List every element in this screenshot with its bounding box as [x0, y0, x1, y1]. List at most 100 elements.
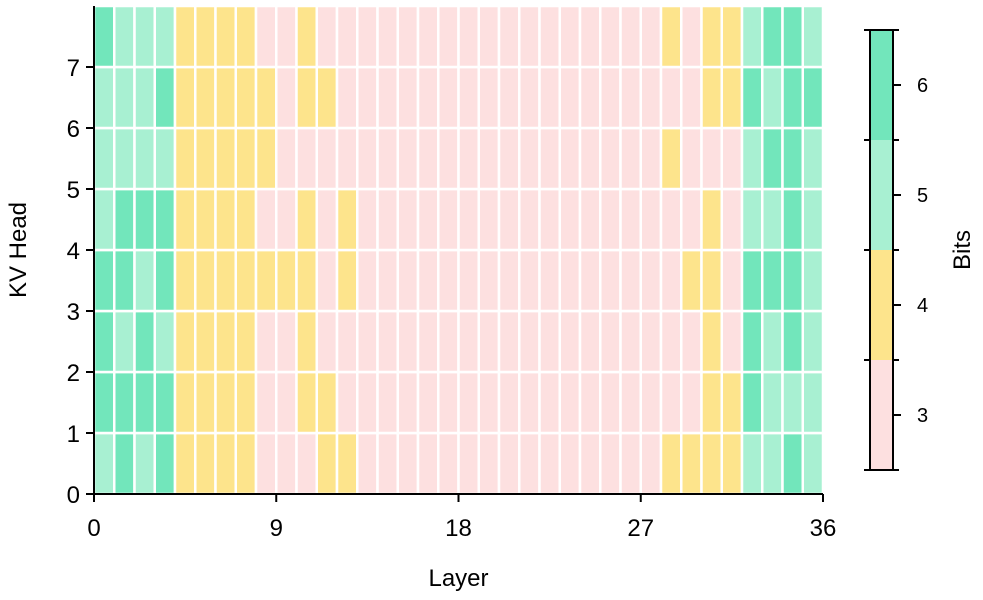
heatmap-cell	[275, 187, 298, 252]
heatmap-cell	[295, 126, 318, 191]
heatmap-cell	[234, 187, 258, 252]
heatmap-cell	[619, 370, 642, 435]
heatmap-cell	[416, 65, 440, 130]
heatmap-cell	[457, 309, 480, 374]
heatmap-cell	[619, 187, 642, 252]
heatmap-cell	[477, 370, 501, 435]
heatmap-cell	[376, 126, 399, 191]
heatmap-cell	[315, 187, 339, 252]
heatmap-cell	[295, 248, 318, 313]
heatmap-cell	[113, 309, 136, 374]
heatmap-cell	[356, 370, 379, 435]
heatmap-cell	[761, 65, 784, 130]
x-tick-label: 27	[627, 515, 654, 542]
heatmap-cell	[599, 126, 622, 191]
x-tick-label: 36	[810, 515, 837, 542]
heatmap-cell	[234, 126, 258, 191]
heatmap-cell	[497, 187, 521, 252]
heatmap-cell	[457, 248, 480, 313]
heatmap-cell	[275, 4, 298, 69]
heatmap-cell	[437, 248, 460, 313]
heatmap-cell	[680, 4, 703, 69]
heatmap-cell	[801, 65, 825, 130]
heatmap-cell	[254, 187, 278, 252]
heatmap-cell	[781, 248, 804, 313]
heatmap-cells	[92, 4, 825, 496]
heatmap-cell	[376, 187, 399, 252]
heatmap-cell	[700, 431, 723, 496]
heatmap-cell	[740, 187, 764, 252]
heatmap-cell	[396, 126, 420, 191]
colorbar: 3 4 5 6	[864, 29, 928, 471]
heatmap-cell	[416, 4, 440, 69]
heatmap-cell	[133, 187, 156, 252]
heatmap-cell	[700, 309, 723, 374]
heatmap-cell	[416, 248, 440, 313]
heatmap-cell	[578, 431, 602, 496]
heatmap-cell	[740, 4, 764, 69]
heatmap-cell	[335, 187, 359, 252]
heatmap-cell	[335, 65, 359, 130]
heatmap-cell	[781, 187, 804, 252]
heatmap-cell	[477, 187, 501, 252]
heatmap-cell	[153, 4, 177, 69]
y-axis-label: KV Head	[5, 202, 32, 298]
heatmap-cell	[133, 431, 156, 496]
heatmap-cell	[335, 126, 359, 191]
colorbar-label: Bits	[949, 230, 976, 270]
heatmap-cell	[315, 65, 339, 130]
heatmap-cell	[133, 248, 156, 313]
heatmap-cell	[153, 248, 177, 313]
heatmap-cell	[173, 309, 197, 374]
heatmap-cell	[315, 4, 339, 69]
heatmap-cell	[538, 187, 561, 252]
heatmap-cell	[335, 370, 359, 435]
heatmap-cell	[396, 431, 420, 496]
heatmap-cell	[659, 4, 683, 69]
heatmap-cell	[234, 4, 258, 69]
heatmap-cell	[680, 431, 703, 496]
heatmap-cell	[153, 309, 177, 374]
heatmap-cell	[720, 65, 744, 130]
heatmap-cell	[356, 248, 379, 313]
heatmap-cell	[700, 4, 723, 69]
heatmap-cell	[599, 65, 622, 130]
heatmap-cell	[680, 187, 703, 252]
heatmap-cell	[761, 4, 784, 69]
heatmap-cell	[396, 248, 420, 313]
heatmap-cell	[437, 65, 460, 130]
heatmap-cell	[356, 65, 379, 130]
heatmap-cell	[659, 370, 683, 435]
heatmap-cell	[639, 4, 663, 69]
heatmap-cell	[295, 431, 318, 496]
heatmap-cell	[437, 309, 460, 374]
heatmap-cell	[538, 248, 561, 313]
heatmap-cell	[619, 309, 642, 374]
heatmap-cell	[315, 431, 339, 496]
heatmap-cell	[538, 126, 561, 191]
x-tick-label: 9	[270, 515, 283, 542]
heatmap-cell	[254, 370, 278, 435]
heatmap-cell	[275, 431, 298, 496]
y-tick-label: 4	[67, 238, 80, 265]
heatmap-cell	[680, 248, 703, 313]
heatmap-cell	[133, 4, 156, 69]
heatmap-cell	[335, 4, 359, 69]
heatmap-cell	[619, 65, 642, 130]
heatmap-cell	[740, 126, 764, 191]
heatmap-cell	[396, 65, 420, 130]
heatmap-cell	[437, 431, 460, 496]
heatmap-cell	[639, 126, 663, 191]
x-axis-label: Layer	[428, 565, 488, 592]
heatmap-cell	[416, 431, 440, 496]
heatmap-cell	[437, 187, 460, 252]
heatmap-cell	[518, 65, 541, 130]
heatmap-cell	[92, 126, 116, 191]
heatmap-cell	[254, 126, 278, 191]
heatmap-cell	[194, 370, 217, 435]
heatmap-cell	[497, 370, 521, 435]
heatmap-cell	[538, 4, 561, 69]
x-tick-label: 0	[87, 515, 100, 542]
heatmap-cell	[538, 370, 561, 435]
heatmap-cell	[781, 309, 804, 374]
